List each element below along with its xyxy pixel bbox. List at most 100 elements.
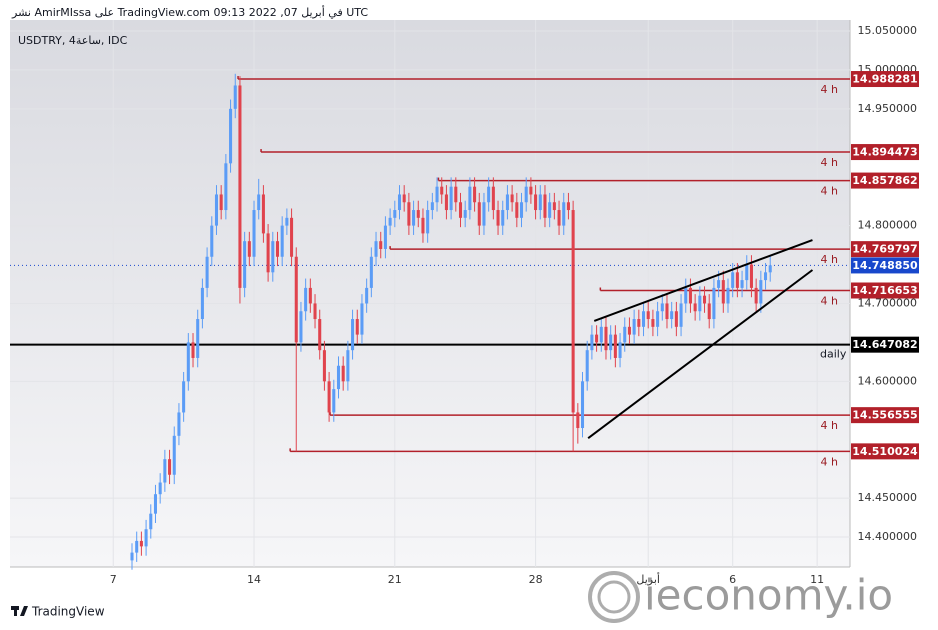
level-price-label: 14.716653 <box>852 284 917 297</box>
candle-body <box>393 210 397 218</box>
candle-body <box>135 540 139 553</box>
candle-body <box>196 319 200 358</box>
candle-body <box>524 186 528 203</box>
layer: daily 4 h 4 h 4 h 4 h 4 h 4 h 4 h <box>10 20 850 570</box>
candle-body <box>543 194 547 218</box>
last-price-label: 14.748850 <box>852 259 918 272</box>
candle-body <box>684 287 688 304</box>
candle-body <box>130 552 134 561</box>
x-tick-label: 11 <box>810 573 824 586</box>
candle-body <box>745 264 749 281</box>
candle-body <box>491 186 495 211</box>
candle-body <box>721 280 725 304</box>
candle-body <box>717 280 721 288</box>
candle-body <box>149 513 153 530</box>
candle-body <box>322 350 326 382</box>
level-price-label: 14.510024 <box>852 445 918 458</box>
candle-body <box>473 186 477 203</box>
candle-body <box>318 319 322 351</box>
candle-body <box>703 295 707 304</box>
candle-body <box>449 186 453 211</box>
watermark-logo <box>588 571 640 623</box>
candle-body <box>468 186 472 211</box>
candle-body <box>271 241 275 273</box>
candle-body <box>759 280 763 304</box>
candle-body <box>275 241 280 257</box>
trendline <box>593 239 813 322</box>
candle-body <box>261 194 265 234</box>
y-tick-label: 14.700000 <box>858 296 918 309</box>
candle-body <box>656 311 660 327</box>
candle-body <box>186 342 190 382</box>
candle-body <box>383 225 387 249</box>
candle-body <box>590 334 594 351</box>
candle-body <box>421 217 425 234</box>
candle-body <box>529 186 533 195</box>
candle-body <box>458 202 463 218</box>
candle-body <box>501 210 505 226</box>
candle-body <box>336 365 341 390</box>
candle-body <box>505 194 509 211</box>
candle-body <box>308 287 312 304</box>
candle-body <box>698 295 702 312</box>
candle-body <box>534 194 538 211</box>
candle-body <box>351 319 355 351</box>
candle-body <box>214 194 219 226</box>
level-price-badge <box>851 282 919 299</box>
candle-body <box>313 303 317 320</box>
candle-body <box>257 194 261 211</box>
candle-body <box>360 303 364 335</box>
x-tick-label: 7 <box>110 573 117 586</box>
candle-body <box>416 210 420 218</box>
header: نشر AmirMIssa على TradingView.com في أبر… <box>11 5 368 19</box>
candle-body <box>388 217 392 226</box>
candle-body <box>430 202 434 211</box>
candle-body <box>562 202 566 226</box>
candle-body <box>168 459 172 475</box>
level-price-label: 14.556555 <box>852 409 917 422</box>
candle-body <box>200 287 204 320</box>
candle-body <box>576 412 580 429</box>
candle-body <box>346 350 350 382</box>
candle-body <box>688 287 692 304</box>
y-tick-label: 14.800000 <box>858 219 918 232</box>
candle-body <box>637 319 641 327</box>
candle-body <box>224 163 228 211</box>
candle-body <box>707 303 711 320</box>
candle-body <box>435 186 439 203</box>
candle-body <box>487 186 491 203</box>
x-tick-label: 28 <box>529 573 543 586</box>
x-tick-label: 6 <box>729 573 736 586</box>
candle-body <box>651 319 655 327</box>
candle-body <box>599 326 603 343</box>
candle-body <box>177 412 181 436</box>
level-note: 4 h <box>821 83 838 96</box>
daily-level-note: daily <box>820 348 847 361</box>
candle-body <box>139 540 143 547</box>
daily-price-badge <box>851 336 919 353</box>
trendline <box>587 269 814 439</box>
candle-body <box>632 319 636 335</box>
candle-body <box>412 210 416 226</box>
candle-body <box>618 342 622 358</box>
x-tick-label: أبريل <box>636 572 660 586</box>
level-price-badge <box>851 443 919 460</box>
candle-body <box>379 241 383 249</box>
y-tick-label: 14.600000 <box>858 374 918 387</box>
level-price-label: 14.988281 <box>852 73 917 86</box>
candle-body <box>740 280 744 288</box>
candle-body <box>482 202 486 226</box>
candle-body <box>327 381 331 413</box>
candle-body <box>735 272 739 288</box>
candle-body <box>153 494 157 514</box>
x-tick-label: 21 <box>388 573 402 586</box>
candle-body <box>144 529 148 547</box>
candle-body <box>252 210 256 257</box>
level-price-label: 14.894473 <box>852 146 917 159</box>
candle-body <box>749 264 753 288</box>
level-note: 4 h <box>821 156 838 169</box>
y-tick-label: 15.050000 <box>858 24 918 37</box>
level-note: 4 h <box>821 455 838 468</box>
footer: TradingView <box>31 605 105 619</box>
